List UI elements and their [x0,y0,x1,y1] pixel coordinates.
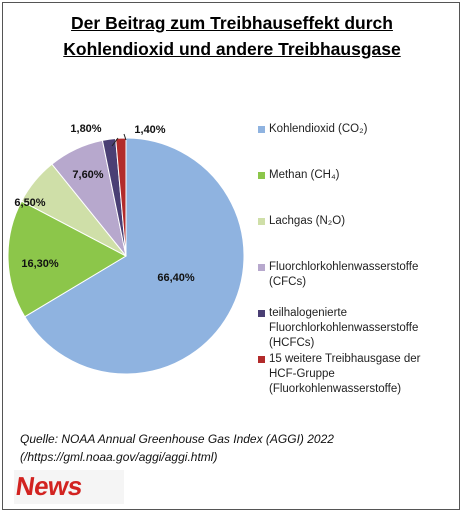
legend-label-3: Fluorchlorkohlenwasserstoffe (CFCs) [269,261,419,288]
legend-label-4: teilhalogenierte Fluorchlorkohlenwasserst… [269,307,419,349]
legend-item-2: Lachgas (N₂O) [258,214,458,229]
pie-slice-5 [115,137,127,257]
legend-swatch-3 [258,264,265,271]
data-label-5: 1,40% [134,124,165,136]
legend-label-1: Methan (CH₄) [269,169,340,181]
data-label-3: 7,60% [72,169,103,181]
leader-line-0 [111,137,119,147]
source-line-2: (/https://gml.noaa.gov/aggi/aggi.html) [20,450,218,464]
legend-item-4: teilhalogenierte Fluorchlorkohlenwasserst… [258,306,458,351]
pie-slice-0 [24,137,245,375]
legend-swatch-5 [258,356,265,363]
leader-line-1 [123,133,127,141]
data-label-0: 66,40% [157,272,195,284]
legend-label-5: 15 weitere Treibhausgase der HCF-Gruppe (F… [269,353,421,395]
data-label-1: 16,30% [21,258,59,270]
legend-item-0: Kohlendioxid (CO₂) [258,122,458,137]
legend-label-2: Lachgas (N₂O) [269,215,346,227]
legend-item-3: Fluorchlorkohlenwasserstoffe (CFCs) [258,260,458,290]
chart-title-line-1: Der Beitrag zum Treibhauseffekt durch [71,13,393,33]
data-label-2: 6,50% [14,197,45,209]
data-label-4: 1,80% [70,123,101,135]
legend-swatch-1 [258,172,265,179]
news-logo-text: News [13,471,85,501]
pie-slice-1 [7,200,128,318]
legend-item-1: Methan (CH₄) [258,168,458,183]
chart-title-line-2: Kohlendioxid und andere Treibhausgase [63,39,401,59]
legend-swatch-2 [258,218,265,225]
legend-item-5: 15 weitere Treibhausgase der HCF-Gruppe (F… [258,352,458,397]
news-logo: News [14,470,124,504]
chart-title: Der Beitrag zum Treibhauseffekt durch Ko… [0,10,464,62]
legend-swatch-0 [258,126,265,133]
source-note: Quelle: NOAA Annual Greenhouse Gas Index… [20,430,334,466]
source-line-1: Quelle: NOAA Annual Greenhouse Gas Index… [20,432,334,446]
legend-label-0: Kohlendioxid (CO₂) [269,123,368,135]
legend-swatch-4 [258,310,265,317]
